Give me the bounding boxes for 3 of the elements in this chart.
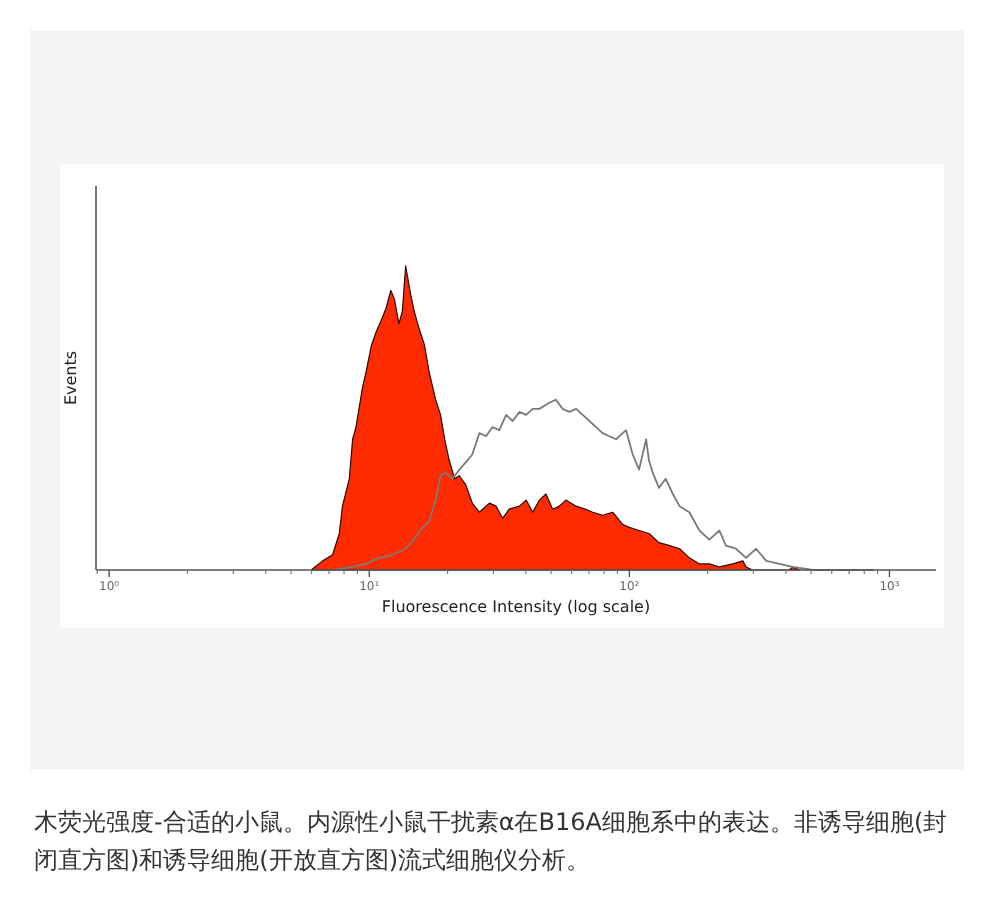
text: 木荧光强度-合适的小鼠。内源性小鼠干扰素α在B16A细胞系中的表达。非诱导细胞(封闭直方图)和诱导细胞(开放直方图)流式细胞仪分析。 [34,806,950,878]
y-axis-title: Events [62,350,80,406]
x-axis-title: Fluorescence Intensity (log scale) [381,598,651,616]
